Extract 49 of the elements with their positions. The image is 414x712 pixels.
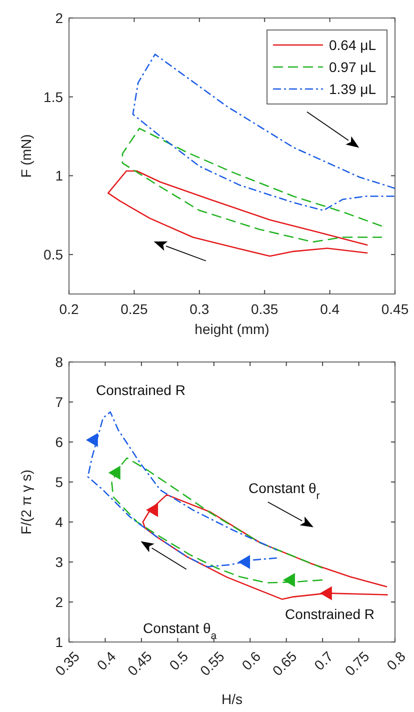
annotation: Constrained R	[285, 606, 375, 622]
point	[108, 466, 120, 480]
x-tick-label: 0.75	[342, 648, 372, 679]
point	[86, 433, 98, 447]
annotation: Constant θ$_{a}$	[143, 620, 217, 642]
x-axis-title: H/s	[222, 691, 242, 707]
x-tick-label: 0.6	[238, 648, 264, 674]
x-tick-label: 0.4	[320, 301, 340, 317]
x-tick-label: 0.45	[381, 301, 409, 317]
annotation: Constant θ$_{r}$	[248, 480, 320, 502]
y-tick-label: 2	[55, 594, 64, 610]
y-tick-label: 2	[55, 10, 64, 26]
x-tick-label: 0.2	[59, 301, 79, 317]
y-axis-title: F/(2 π γ s)	[18, 470, 34, 534]
legend-label: 0.97 μL	[329, 58, 376, 75]
y-tick-label: 5	[55, 474, 64, 490]
x-axis-title: height (mm)	[194, 321, 270, 337]
annotation: Constrained R	[96, 382, 186, 398]
legend-label: 0.64 μL	[329, 36, 376, 53]
point	[282, 573, 295, 587]
x-tick-label: 0.65	[269, 648, 300, 679]
legend-label: 1.39 μL	[329, 80, 376, 97]
y-tick-label: 1	[55, 634, 64, 650]
line-series	[122, 128, 383, 243]
x-tick-label: 0.25	[120, 301, 148, 317]
x-tick-label: 0.5	[166, 648, 192, 674]
line-series	[107, 170, 368, 257]
point	[320, 586, 332, 600]
line-series	[142, 494, 388, 600]
y-tick-label: 3	[55, 554, 64, 570]
y-tick-label: 6	[55, 434, 64, 450]
y-tick-label: 8	[55, 354, 64, 370]
point	[146, 503, 158, 517]
y-tick-label: 1.5	[44, 88, 64, 105]
x-tick-label: 0.8	[383, 648, 409, 674]
point	[238, 555, 250, 569]
x-tick-label: 0.55	[196, 648, 228, 679]
y-tick-label: 7	[55, 394, 64, 410]
y-tick-label: 1	[55, 168, 64, 184]
x-tick-label: 0.4	[94, 648, 119, 674]
line-series	[132, 54, 396, 212]
y-tick-label: 4	[55, 514, 64, 530]
x-tick-label: 0.35	[52, 648, 83, 679]
x-tick-label: 0.3	[190, 301, 210, 317]
x-tick-label: 0.45	[124, 648, 156, 679]
y-axis-title: F (mN)	[18, 134, 34, 178]
y-tick-label: 0.5	[44, 246, 64, 262]
x-tick-label: 0.35	[250, 301, 278, 317]
x-tick-label: 0.7	[310, 648, 336, 674]
